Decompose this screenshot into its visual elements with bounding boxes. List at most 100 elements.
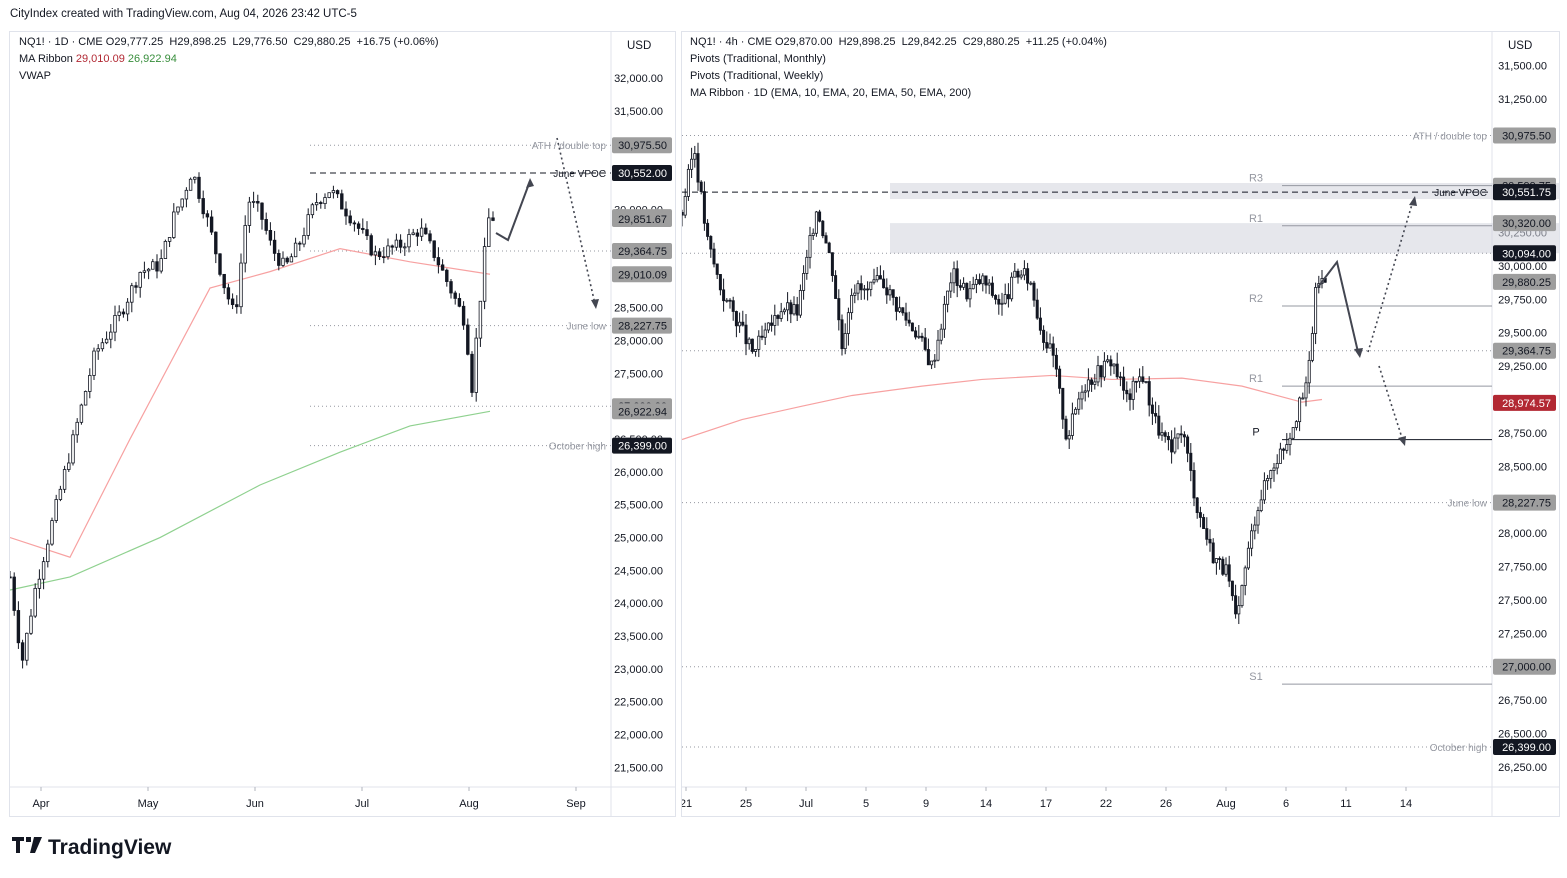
four-hour-chart-svg[interactable]: USD 26,250.00 26,500.00 26,750.00 27,250.00 2…: [680, 32, 1559, 816]
undefined-candle-body: [71, 434, 75, 464]
undefined-price-badge: [612, 165, 672, 182]
undefined-candle-body: [1035, 299, 1039, 319]
undefined-candle-body: [193, 176, 197, 180]
undefined-candle-body: [373, 251, 378, 256]
undefined-candle-body: [1192, 470, 1196, 499]
undefined-candle-body: [1083, 390, 1087, 393]
undefined-candle-body: [310, 204, 315, 216]
undefined-candle-body: [180, 198, 184, 208]
undefined-price-badge: [1493, 342, 1556, 359]
undefined-candle-body: [1054, 354, 1058, 370]
undefined-price-badge: [1493, 273, 1556, 290]
undefined-candle-body: [741, 321, 745, 326]
undefined-price-badge: [612, 403, 672, 420]
undefined-candle-body: [1278, 448, 1282, 464]
undefined-candle-body: [952, 268, 956, 284]
undefined-candle-body: [757, 335, 761, 350]
undefined-y-tick-label: 28,000.00: [1498, 528, 1547, 540]
daily-chart-panel[interactable]: USD 21,500.00 22,000.00 22,500.00 23,000.00 2…: [8, 31, 676, 817]
undefined-candle-body: [344, 208, 348, 217]
undefined-candle-body: [882, 278, 886, 289]
undefined-candle-body: [491, 217, 495, 221]
undefined-candle-body: [1074, 408, 1078, 415]
undefined-candle-body: [917, 335, 921, 338]
undefined-level-label: June low: [1448, 499, 1488, 510]
undefined-candle-body: [41, 561, 46, 580]
undefined-candle-body: [184, 189, 189, 200]
undefined-candle-body: [885, 287, 889, 296]
undefined-price-badge-text: 28,227.75: [618, 321, 667, 333]
undefined-y-tick-label: 22,000.00: [614, 729, 663, 741]
undefined-y-tick-label: 24,000.00: [614, 598, 663, 610]
undefined-candle-body: [862, 288, 866, 291]
undefined-candle-body: [837, 298, 841, 321]
undefined-candle-body: [811, 232, 815, 236]
undefined-candle-body: [92, 350, 96, 376]
undefined-candle-body: [808, 235, 812, 258]
undefined-x-tick-label: May: [138, 798, 159, 810]
undefined-candle-body: [1019, 274, 1023, 278]
undefined-candle-body: [247, 201, 252, 226]
undefined-y-tick-label: 23,000.00: [614, 664, 663, 676]
daily-chart-svg[interactable]: USD 21,500.00 22,000.00 22,500.00 23,000.00 2…: [8, 32, 675, 816]
undefined-candle-body: [424, 227, 428, 235]
undefined-candle-body: [209, 216, 214, 233]
undefined-candle-body: [891, 289, 895, 298]
undefined-candle-body: [62, 469, 67, 490]
undefined-candle-body: [869, 281, 873, 290]
undefined-candle-body: [926, 349, 930, 366]
undefined-candle-body: [235, 304, 239, 308]
undefined-candle-body: [1134, 380, 1138, 383]
four-hour-chart-panel[interactable]: USD 26,250.00 26,500.00 26,750.00 27,250.00 2…: [680, 31, 1560, 817]
undefined-candle-body: [1256, 510, 1260, 526]
undefined-projection-arrowhead: [591, 299, 599, 309]
undefined-x-tick-label: 11: [1340, 798, 1351, 810]
undefined-x-tick-label: 5: [863, 798, 869, 810]
undefined-candle-body: [994, 295, 998, 300]
undefined-candle-body: [1112, 363, 1116, 367]
four-hour-ohlc: O29,870.00 H29,898.25 L29,842.25 C29,880…: [774, 36, 1107, 48]
undefined-candle-body: [243, 225, 247, 264]
undefined-price-badge-text: 30,551.75: [1502, 187, 1551, 199]
undefined-y-tick-label: 22,500.00: [614, 697, 663, 709]
undefined-price-badge: [1493, 394, 1556, 411]
undefined-candle-body: [987, 282, 991, 286]
undefined-x-tick-label: Jun: [246, 798, 264, 810]
undefined-currency-label: USD: [1508, 40, 1532, 52]
undefined-candle-body: [151, 261, 155, 270]
undefined-resistance-zone: [890, 183, 1559, 200]
undefined-candle-body: [1221, 558, 1225, 575]
undefined-candle-body: [466, 324, 470, 355]
undefined-candle-body: [1301, 397, 1305, 400]
undefined-y-tick-label: 28,500.00: [614, 303, 663, 315]
undefined-pivot-label: P: [1252, 427, 1259, 439]
undefined-candle-body: [1118, 376, 1122, 379]
tradingview-logo[interactable]: TradingView: [12, 836, 171, 860]
undefined-candle-body: [289, 256, 294, 263]
undefined-candle-body: [971, 283, 975, 290]
undefined-candle-body: [946, 290, 950, 305]
undefined-candle-body: [411, 232, 415, 235]
undefined-candle-body: [840, 319, 844, 350]
undefined-y-tick-label: 21,500.00: [614, 762, 663, 774]
undefined-price-badge-text: 30,552.00: [618, 168, 667, 180]
undefined-candle-body: [795, 304, 799, 316]
undefined-y-tick-label: 27,500.00: [1498, 595, 1547, 607]
undefined-candle-body: [955, 268, 959, 287]
undefined-candle-body: [920, 335, 924, 339]
undefined-y-tick-label: 29,250.00: [1498, 361, 1547, 373]
undefined-candle-body: [1042, 329, 1046, 343]
undefined-candle-body: [984, 275, 988, 286]
undefined-candle-body: [1285, 444, 1289, 451]
undefined-candle-body: [445, 269, 449, 282]
undefined-price-badge-text: 29,851.67: [618, 214, 667, 226]
undefined-candle-body: [130, 285, 134, 303]
undefined-candle-body: [1227, 564, 1231, 582]
undefined-level-label: June VPOC: [1434, 188, 1487, 199]
undefined-y-tick-label: 29,500.00: [1498, 328, 1547, 340]
undefined-candle-body: [323, 197, 327, 205]
undefined-candle-body: [369, 235, 373, 256]
attribution-header: CityIndex created with TradingView.com, …: [10, 8, 357, 20]
undefined-candle-body: [1195, 497, 1199, 513]
undefined-candle-body: [747, 338, 751, 345]
